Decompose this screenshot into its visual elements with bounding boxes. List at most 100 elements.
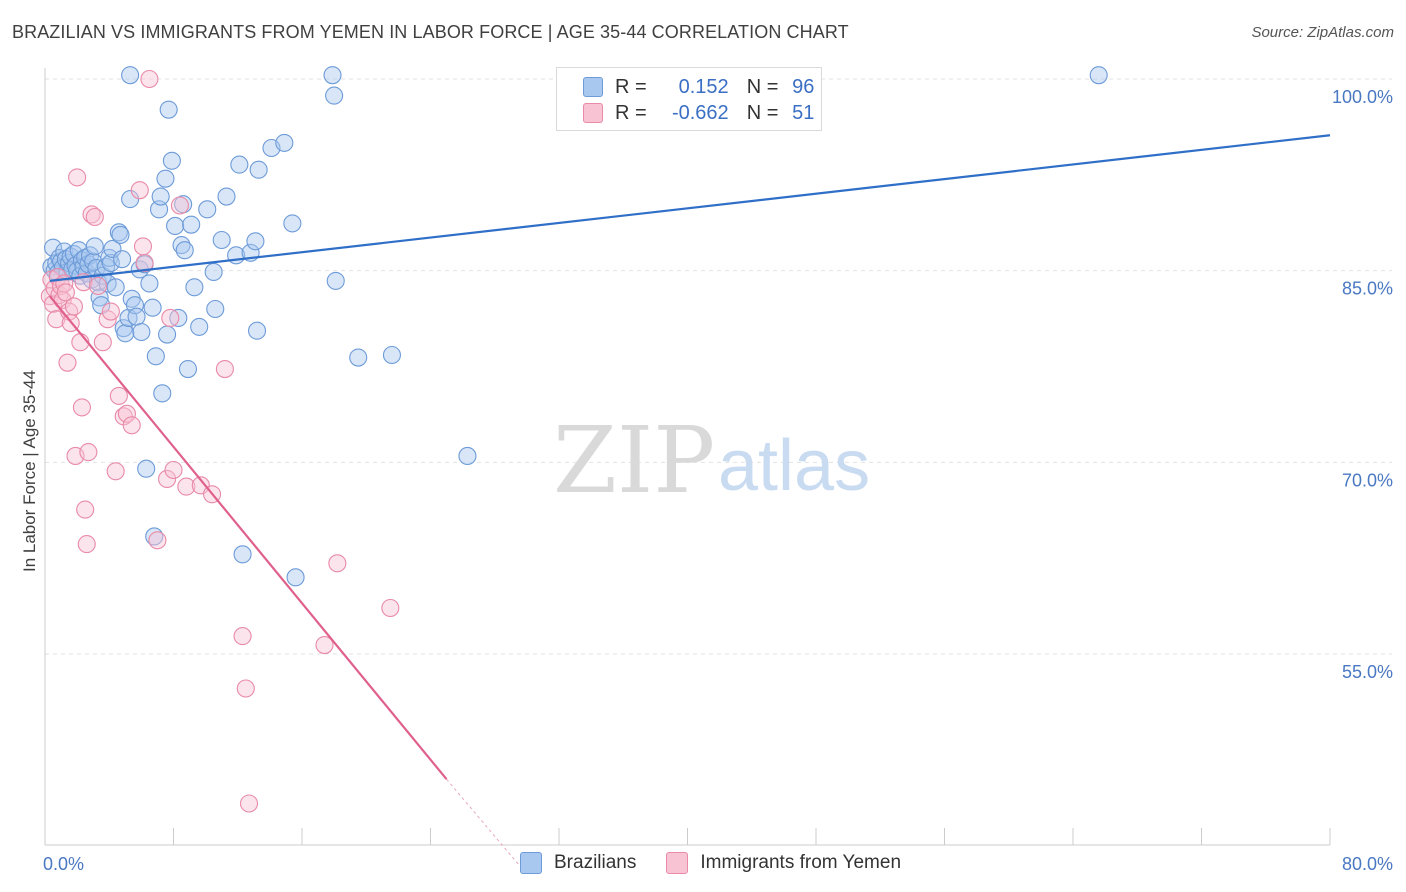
data-point: [161, 308, 180, 327]
data-point: [249, 160, 268, 179]
legend-item-brazilians[interactable]: Brazilians: [520, 852, 636, 874]
data-point: [247, 321, 267, 340]
data-point: [135, 253, 154, 273]
data-point: [140, 274, 159, 293]
legend-n-label: N =: [746, 101, 779, 124]
data-point: [381, 598, 400, 618]
data-point: [58, 353, 77, 372]
data-point: [206, 299, 225, 319]
data-point: [178, 360, 198, 379]
data-point: [88, 276, 108, 296]
legend-label-brazilians: Brazilians: [554, 852, 637, 873]
data-point: [130, 181, 149, 200]
data-point: [72, 398, 91, 417]
legend-swatch-brazilians: [583, 77, 603, 97]
source-label: Source: ZipAtlas.com: [1251, 24, 1394, 41]
trend-lines: [48, 134, 1331, 866]
data-point: [85, 207, 104, 227]
data-point: [106, 278, 125, 297]
data-point: [113, 250, 132, 269]
data-point: [185, 278, 204, 297]
watermark-zip: ZIP: [553, 407, 715, 514]
legend-label-yemen: Immigrants from Yemen: [700, 852, 902, 873]
y-tick-label: 55.0%: [1342, 662, 1393, 682]
data-point: [159, 100, 178, 119]
data-point: [77, 535, 96, 554]
data-point: [239, 794, 259, 813]
data-point: [172, 236, 191, 255]
data-point: [82, 205, 101, 224]
data-point: [106, 462, 125, 481]
data-point: [315, 636, 334, 655]
data-point: [143, 298, 162, 317]
data-point: [166, 216, 185, 235]
data-point: [177, 477, 196, 496]
data-point: [156, 169, 175, 188]
trend-line-extension: [446, 778, 520, 866]
legend-r-label: R =: [615, 101, 647, 124]
data-point: [64, 297, 83, 316]
legend-n-value: 51: [792, 101, 815, 124]
data-point: [236, 679, 255, 698]
data-point: [121, 66, 140, 85]
data-point: [68, 168, 87, 187]
data-point: [286, 568, 305, 587]
legend-swatch-yemen: [583, 103, 603, 123]
y-tick-label: 70.0%: [1342, 470, 1393, 490]
data-point: [109, 386, 128, 405]
data-point: [382, 345, 402, 365]
data-point: [198, 200, 217, 219]
data-point: [283, 214, 302, 233]
legend-swatch-yemen: [666, 852, 689, 874]
data-point: [212, 230, 231, 250]
correlation-legend: R = 0.152 N = 96 R = -0.662 N = 51: [556, 67, 822, 131]
data-point: [233, 545, 252, 564]
legend-r-label: R =: [615, 75, 647, 98]
data-point: [275, 133, 294, 152]
data-point: [323, 66, 342, 85]
data-point: [325, 86, 344, 105]
data-point: [328, 554, 347, 573]
data-point: [326, 271, 345, 290]
y-axis-label: In Labor Force | Age 35-44: [20, 370, 39, 572]
data-point: [233, 627, 252, 646]
data-point: [182, 215, 201, 234]
data-point: [90, 288, 109, 307]
series-yemen: [40, 69, 400, 813]
data-point: [43, 238, 63, 257]
data-point: [204, 262, 223, 281]
data-point: [101, 253, 120, 273]
legend-item-yemen[interactable]: Immigrants from Yemen: [666, 852, 901, 874]
data-point: [190, 317, 209, 336]
legend-n-label: N =: [746, 75, 779, 98]
data-point: [164, 460, 183, 480]
axes: [44, 68, 1331, 846]
data-point: [153, 384, 172, 403]
watermark-atlas: atlas: [718, 426, 870, 506]
data-point: [170, 196, 189, 215]
data-point: [158, 325, 177, 344]
data-point: [151, 187, 170, 206]
trend-line-brazilians: [49, 134, 1331, 282]
data-point: [76, 500, 95, 519]
data-point: [117, 404, 136, 423]
data-point: [1089, 66, 1108, 85]
data-point: [56, 283, 75, 302]
data-point: [127, 307, 146, 326]
data-point: [132, 322, 151, 342]
data-point: [93, 333, 112, 352]
data-point: [146, 347, 165, 366]
legend-swatch-brazilians: [520, 852, 542, 874]
trend-line-yemen: [48, 295, 448, 780]
tick-labels: 100.0% 85.0% 70.0% 55.0% 0.0% 80.0%: [43, 87, 1393, 874]
data-point: [79, 443, 98, 462]
data-point: [85, 237, 104, 256]
data-point: [125, 296, 144, 315]
series-legend: Brazilians Immigrants from Yemen: [520, 852, 931, 874]
chart-title: BRAZILIAN VS IMMIGRANTS FROM YEMEN IN LA…: [12, 22, 849, 42]
legend-n-value: 96: [792, 75, 815, 98]
data-point: [162, 151, 181, 170]
data-point: [133, 237, 153, 256]
y-tick-label: 100.0%: [1332, 87, 1393, 107]
data-point: [217, 187, 236, 206]
